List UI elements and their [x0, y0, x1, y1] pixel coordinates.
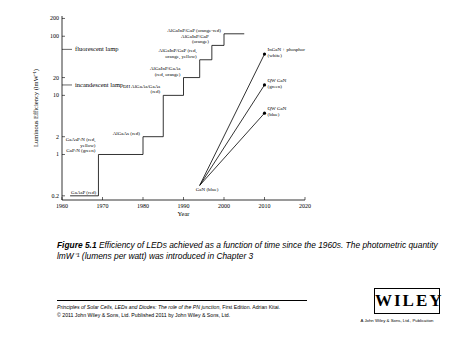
step-riser — [98, 154, 99, 195]
step-level — [163, 95, 183, 96]
y-tick — [62, 154, 65, 155]
x-tick — [62, 197, 63, 200]
point-label: (red) — [151, 89, 161, 94]
point-label: (red, orange) — [155, 72, 181, 78]
reference-line — [62, 49, 72, 50]
caption: Figure 5.1 Efficiency of LEDs achieved a… — [57, 240, 449, 262]
y-tick-label: 20 — [53, 75, 59, 81]
series-line — [200, 54, 265, 185]
series-line — [200, 113, 265, 185]
x-axis-label: Year — [178, 210, 191, 217]
book-title: Principles of Solar Cells, LEDs and Diod… — [57, 304, 219, 310]
point-label: QW GaN — [268, 106, 287, 111]
y-axis-label: Luminous Efficiency (lmW⁻¹) — [32, 69, 40, 147]
series-marker — [263, 52, 266, 55]
step-riser — [183, 78, 184, 96]
x-tick — [143, 197, 144, 200]
point-label: (blue) — [268, 112, 280, 117]
point-label: QW GaN — [268, 78, 287, 83]
x-tick — [224, 197, 225, 200]
point-label: InGaN + phosphor — [268, 47, 306, 52]
logo-text: WILEY — [374, 288, 440, 314]
point-label: GaP:N (green) — [66, 148, 96, 153]
point-label: yellow) — [80, 143, 96, 148]
footer-book: Principles of Solar Cells, LEDs and Diod… — [57, 303, 307, 311]
x-tick-label: 1970 — [97, 203, 109, 209]
point-label: GaAsP (red) — [71, 190, 96, 195]
y-tick-label: 0.2 — [52, 193, 60, 199]
step-level — [70, 195, 98, 196]
point-label: DH AlGaAs/GaAs — [123, 84, 160, 89]
point-label: (orange) — [192, 39, 209, 44]
y-tick — [62, 77, 65, 78]
step-level — [184, 77, 200, 78]
point-label: AlGaInP/GaAs — [150, 66, 181, 71]
step-level — [224, 33, 244, 34]
x-tick-label: 2010 — [259, 203, 271, 209]
step-level — [98, 154, 143, 155]
step-riser — [224, 34, 225, 46]
y-tick-label: 100 — [50, 33, 59, 39]
point-label: (green) — [268, 84, 283, 89]
step-level — [212, 45, 224, 46]
x-tick — [183, 197, 184, 200]
point-label: AlGaInP/GaP (orange-red) — [167, 28, 221, 33]
y-tick — [62, 195, 65, 196]
y-tick-label: 2 — [56, 134, 59, 140]
x-tick-label: 1980 — [137, 203, 149, 209]
logo-tagline: A John Wiley & Sons, Ltd., Publication — [352, 318, 442, 323]
step-riser — [199, 60, 200, 78]
y-tick — [62, 95, 65, 96]
step-riser — [211, 45, 212, 59]
y-tick-label: 1 — [56, 151, 59, 157]
point-label: (white) — [268, 53, 283, 58]
caption-label: Figure 5.1 — [57, 240, 97, 250]
step-level — [143, 136, 163, 137]
point-label: GaN (blue) — [196, 187, 219, 192]
y-axis — [62, 16, 63, 200]
footer: Principles of Solar Cells, LEDs and Diod… — [57, 300, 307, 319]
footer-copyright: © 2011 John Wiley & Sons, Ltd. Published… — [57, 311, 307, 319]
reference-label: incandescent lamp — [75, 81, 123, 88]
plot-marks — [62, 34, 266, 196]
x-tick-label: 1960 — [56, 203, 68, 209]
x-tick-label: 1990 — [178, 203, 190, 209]
y-tick — [62, 136, 65, 137]
series-marker — [263, 83, 266, 86]
reference-label: fluorescent lamp — [75, 45, 119, 52]
caption-text: Efficiency of LEDs achieved as a functio… — [57, 240, 438, 261]
y-tick — [62, 18, 65, 19]
x-tick — [102, 197, 103, 200]
y-tick — [62, 36, 65, 37]
x-tick-label: 2020 — [299, 203, 311, 209]
book-info: , First Edition. Adrian Kitai. — [219, 304, 280, 310]
y-tick-label: 10 — [53, 92, 59, 98]
series-marker — [263, 112, 266, 115]
point-label: AlGaAs (red) — [113, 131, 141, 136]
x-tick — [264, 197, 265, 200]
point-label: AlGaInP/GaP — [181, 34, 209, 39]
x-tick-label: 2000 — [218, 203, 230, 209]
point-label: orange, yellow) — [165, 54, 197, 60]
step-riser — [163, 95, 164, 136]
reference-line — [62, 84, 72, 85]
x-tick — [305, 197, 306, 200]
step-riser — [143, 137, 144, 155]
y-tick-label: 200 — [50, 15, 59, 21]
series-line — [200, 85, 265, 185]
step-level — [200, 59, 212, 60]
logo: WILEY A John Wiley & Sons, Ltd., Publicat… — [352, 288, 442, 323]
